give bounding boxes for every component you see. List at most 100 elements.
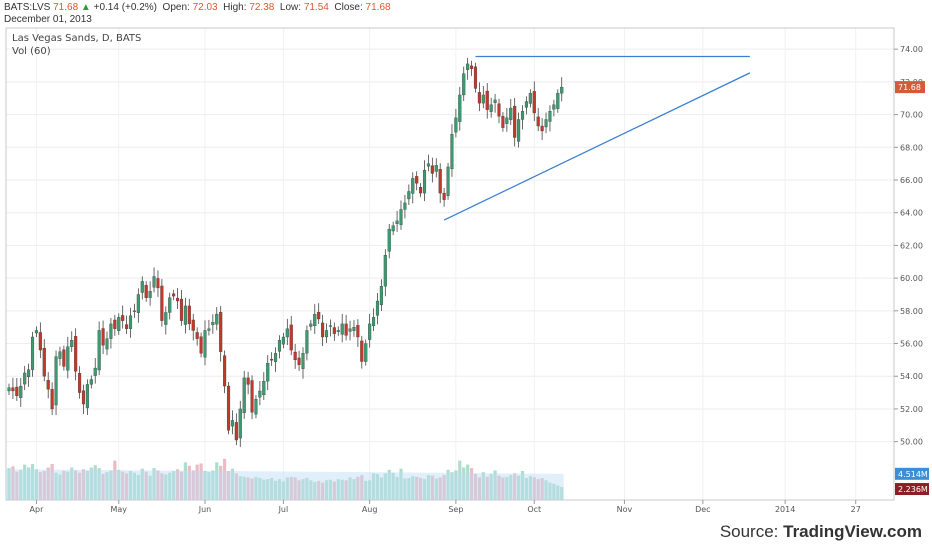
candle	[136, 288, 140, 323]
candle	[348, 320, 352, 341]
volume-bar	[128, 471, 133, 500]
volume-bar	[528, 476, 532, 500]
candle	[172, 289, 176, 301]
candle-body	[485, 90, 489, 110]
price-chart[interactable]: Las Vegas Sands, D, BATS Vol (60) 50.005…	[0, 26, 932, 546]
volume-bar	[509, 475, 513, 500]
candle	[121, 305, 125, 329]
candle-body	[238, 408, 242, 439]
candle	[340, 313, 344, 343]
volume-bar	[407, 477, 411, 500]
candle	[42, 339, 46, 382]
candle	[536, 107, 540, 132]
x-tick-label: Oct	[527, 505, 541, 514]
candle-body	[215, 313, 219, 325]
volume-bar	[215, 462, 219, 500]
candle	[211, 314, 215, 334]
candle-body	[328, 325, 332, 327]
candle-body	[434, 165, 438, 172]
candle	[309, 319, 313, 331]
candle	[430, 157, 434, 183]
volume-bar	[544, 480, 548, 500]
volume-bar	[254, 476, 258, 500]
high-label: High:	[223, 2, 247, 13]
candle	[305, 325, 309, 361]
candle-body	[199, 336, 203, 354]
volume-bar	[450, 472, 454, 500]
candle-body	[513, 105, 517, 138]
candle	[532, 81, 536, 121]
candle	[140, 276, 144, 300]
volume-bar	[481, 472, 485, 500]
candle	[113, 314, 117, 336]
volume-bar	[454, 470, 458, 500]
volume-bar	[473, 473, 478, 500]
candle	[105, 331, 109, 356]
candle	[313, 304, 317, 334]
candle	[544, 112, 548, 134]
candle	[179, 290, 184, 326]
candle-body	[211, 322, 215, 326]
candle-body	[391, 225, 395, 232]
candle-body	[250, 380, 254, 413]
x-tick-label: Aug	[362, 505, 378, 514]
candle	[34, 326, 38, 338]
candle-body	[7, 387, 11, 392]
candle	[215, 307, 219, 331]
candle	[270, 352, 274, 366]
candle-body	[46, 380, 50, 390]
candle-body	[387, 228, 391, 252]
candle-body	[132, 310, 136, 312]
candle-body	[505, 117, 509, 124]
candle-body	[497, 103, 501, 117]
volume-bar	[132, 472, 137, 500]
candle-body	[324, 330, 329, 338]
volume-bar	[238, 476, 242, 500]
candle	[524, 96, 528, 115]
candle-body	[230, 420, 234, 427]
candle	[360, 335, 364, 369]
volume-bar	[289, 476, 293, 500]
y-tick-label: 74.00	[900, 45, 923, 54]
volume-bar	[336, 479, 340, 500]
candle-body	[93, 367, 97, 376]
volume-bar	[97, 468, 101, 500]
volume-bar	[207, 472, 211, 500]
candle-body	[446, 166, 450, 196]
candle	[281, 332, 285, 349]
candle	[509, 99, 513, 125]
candle-body	[179, 298, 184, 321]
candle	[485, 83, 489, 119]
volume-bar	[15, 471, 19, 500]
volume-bar	[317, 480, 321, 500]
candle	[458, 86, 462, 131]
candle-body	[172, 293, 176, 297]
y-tick-label: 52.00	[900, 405, 923, 414]
candle-body	[540, 125, 544, 132]
candle-body	[23, 372, 27, 385]
x-tick-label: May	[110, 505, 127, 514]
close-label: Close:	[334, 2, 363, 13]
candle	[97, 321, 101, 376]
volume-bar	[46, 467, 50, 500]
volume-bar	[430, 475, 434, 500]
volume-bar	[38, 472, 42, 500]
candle	[125, 315, 129, 334]
candle-body	[450, 134, 454, 170]
volume-bar	[399, 468, 403, 500]
candle-body	[407, 191, 411, 200]
candle	[183, 297, 187, 334]
candle-body	[140, 281, 144, 293]
candle	[344, 314, 348, 341]
trend-line	[443, 72, 751, 221]
candle-body	[383, 255, 387, 287]
volume-bar	[164, 474, 168, 500]
symbol-label: BATS:LVS	[4, 2, 51, 13]
volume-bar	[74, 470, 78, 500]
candle-body	[348, 328, 352, 332]
volume-bar	[19, 469, 23, 500]
volume-bar	[324, 480, 329, 500]
candle-body	[462, 73, 466, 96]
volume-bar	[379, 477, 383, 500]
volume-bar	[560, 487, 564, 500]
